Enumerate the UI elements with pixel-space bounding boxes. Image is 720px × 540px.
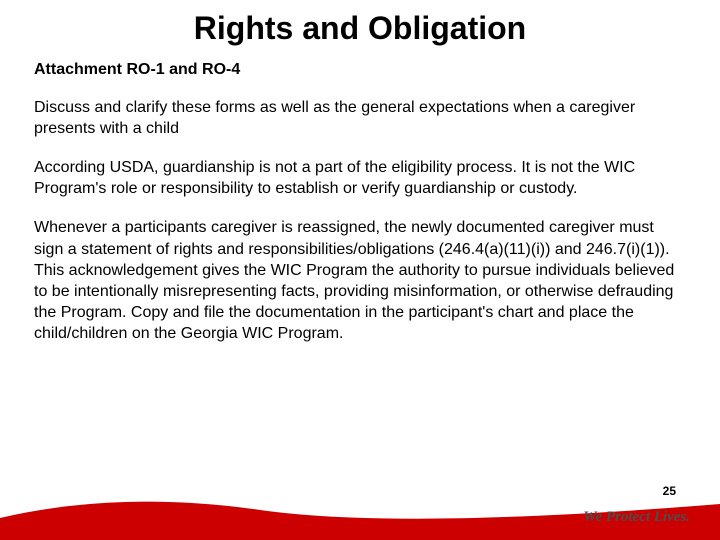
slide-body: Discuss and clarify these forms as well …: [0, 97, 720, 344]
slide-title: Rights and Obligation: [0, 0, 720, 47]
slide-subtitle: Attachment RO-1 and RO-4: [0, 47, 720, 79]
paragraph-3: Whenever a participants caregiver is rea…: [34, 217, 686, 344]
paragraph-1: Discuss and clarify these forms as well …: [34, 97, 686, 139]
paragraph-2: According USDA, guardianship is not a pa…: [34, 157, 686, 199]
slide: Rights and Obligation Attachment RO-1 an…: [0, 0, 720, 540]
slide-footer: We Protect Lives.: [0, 482, 720, 540]
footer-tagline: We Protect Lives.: [583, 509, 690, 526]
